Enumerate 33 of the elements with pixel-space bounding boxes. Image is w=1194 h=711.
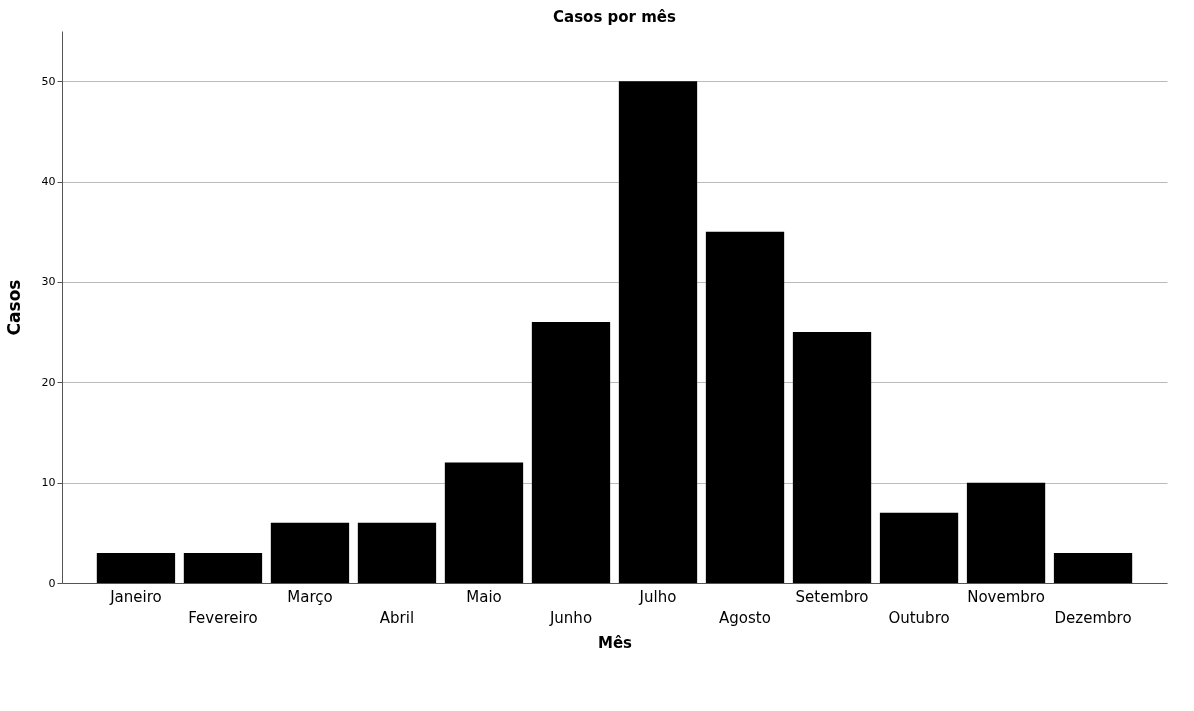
bar — [96, 552, 176, 583]
bar — [270, 522, 350, 583]
bar — [966, 482, 1046, 583]
y-tick-label: 40 — [41, 175, 56, 189]
x-tick-label: Outubro — [888, 608, 950, 627]
bar — [183, 552, 263, 583]
bar — [357, 522, 437, 583]
x-axis-title: Mês — [597, 633, 633, 652]
y-tick-label: 50 — [41, 74, 56, 88]
x-tick-label: Maio — [466, 587, 502, 606]
x-tick-label: Dezembro — [1054, 608, 1132, 627]
x-tick-label: Março — [287, 587, 333, 606]
x-tick-label: Abril — [379, 608, 415, 627]
bar — [531, 322, 611, 583]
x-tick-label: Julho — [638, 587, 677, 606]
bar — [879, 512, 959, 583]
bar — [1053, 552, 1133, 583]
y-tick-label: 0 — [48, 576, 56, 590]
x-tick-label: Fevereiro — [188, 608, 258, 627]
y-axis-title: Casos — [3, 279, 24, 336]
y-tick-label: 10 — [41, 476, 56, 490]
x-tick-label: Janeiro — [109, 587, 162, 606]
chart-title: Casos por mês — [553, 8, 677, 26]
x-tick-label: Setembro — [795, 587, 869, 606]
bar — [444, 462, 524, 583]
x-tick-label: Junho — [548, 608, 593, 627]
x-tick-label: Agosto — [719, 608, 771, 627]
bar — [618, 81, 698, 583]
y-tick-label: 30 — [41, 275, 56, 289]
bar — [705, 231, 785, 583]
bar — [792, 332, 872, 583]
x-tick-label: Novembro — [967, 587, 1045, 606]
y-tick-label: 20 — [41, 375, 56, 389]
